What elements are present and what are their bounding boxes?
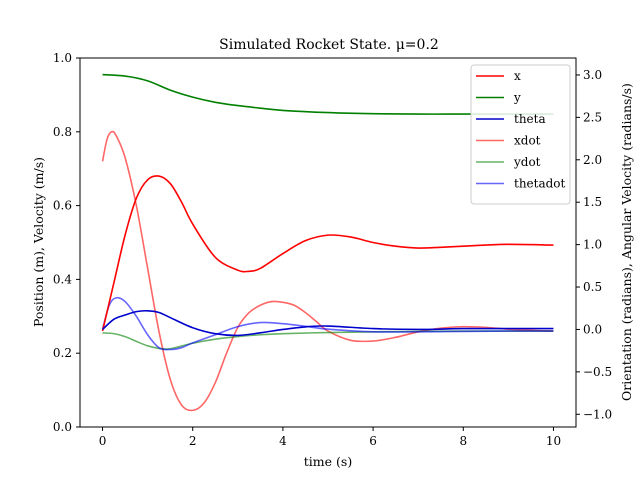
series-line-y <box>102 73 554 115</box>
legend: xy theta xdot ydot thetadot <box>470 64 571 205</box>
y-right-tick-label: −1.0 <box>583 407 612 421</box>
x-tick-label: 4 <box>279 434 287 448</box>
y-right-tick-label: 1.0 <box>583 238 602 252</box>
y-right-tick-label: 2.5 <box>583 110 602 124</box>
x-tick-label: 8 <box>459 434 467 448</box>
series-line-x <box>101 175 554 332</box>
legend-box <box>470 64 571 205</box>
y-left-tick-label: 0.0 <box>53 420 72 434</box>
x-axis-ticks: 0 2 4 6 8 10 <box>99 427 561 448</box>
legend-label-x: x <box>514 69 521 83</box>
y-right-tick-label: 0.5 <box>583 280 602 294</box>
chart-title: Simulated Rocket State. μ=0.2 <box>219 37 439 53</box>
legend-label-xdot: xdot <box>514 134 541 148</box>
series-line-thetadot <box>101 296 554 351</box>
plot-frame <box>79 57 577 428</box>
y-left-tick-label: 0.6 <box>53 199 72 213</box>
y-left-axis-label: Position (m), Velocity (m/s) <box>31 157 46 327</box>
legend-label-theta: theta <box>514 112 546 126</box>
y-right-tick-label: −0.5 <box>583 365 612 379</box>
y-right-tick-label: 3.0 <box>583 68 602 82</box>
y-left-tick-label: 0.8 <box>53 125 72 139</box>
y-right-axis-label: Orientation (radians), Angular Velocity … <box>619 83 634 401</box>
series-layer <box>101 73 554 412</box>
y-right-tick-label: 0.0 <box>583 322 602 336</box>
y-right-tick-label: 2.0 <box>583 153 602 167</box>
x-tick-label: 0 <box>99 434 107 448</box>
y-right-tick-label: 1.5 <box>583 195 602 209</box>
legend-label-thetadot: thetadot <box>514 177 566 191</box>
y-left-tick-label: 0.2 <box>53 346 72 360</box>
y-right-axis-ticks: −1.0 −0.5 0.0 0.5 1.0 1.5 2.0 2.5 3.0 <box>576 68 612 421</box>
y-left-axis-ticks: 0.0 0.2 0.4 0.6 0.8 1.0 <box>53 51 80 434</box>
x-tick-label: 10 <box>546 434 561 448</box>
legend-label-y: y <box>513 91 521 105</box>
series-line-ydot <box>102 330 554 350</box>
y-left-tick-label: 1.0 <box>53 51 72 65</box>
x-axis-label: time (s) <box>304 454 352 469</box>
y-left-tick-label: 0.4 <box>53 272 72 286</box>
x-tick-label: 6 <box>369 434 377 448</box>
legend-label-ydot: ydot <box>513 155 541 169</box>
series-line-theta <box>102 309 554 337</box>
x-tick-label: 2 <box>189 434 197 448</box>
